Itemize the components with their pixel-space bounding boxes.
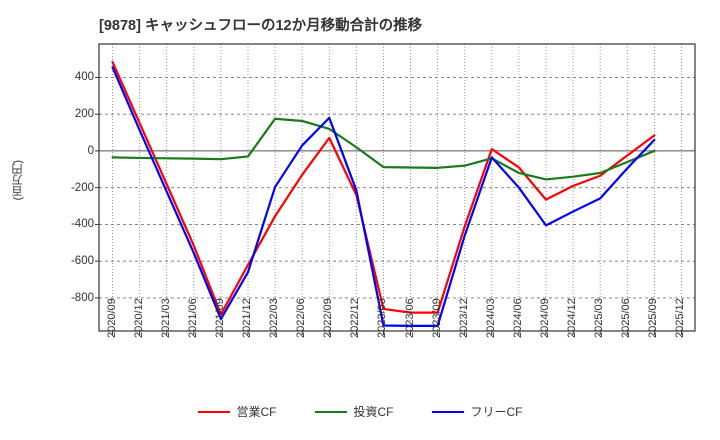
y-axis-tick-labels: 400 200 0 -200 -400 -600 -800 [44, 0, 94, 440]
legend-label-operating-cf: 営業CF [236, 405, 277, 419]
y-axis-tick-label: -400 [70, 218, 94, 231]
x-axis-tick-label: 2022/12 [349, 298, 362, 338]
x-axis-tick-label: 2023/06 [403, 298, 416, 338]
legend-label-investing-cf: 投資CF [353, 405, 394, 419]
legend-item-operating-cf[interactable]: 営業CF [197, 403, 277, 420]
x-axis-tick-label: 2025/06 [620, 298, 633, 338]
x-axis-tick-label: 2024/06 [511, 298, 524, 338]
x-axis-tick-label: 2024/09 [539, 298, 551, 338]
x-axis-tick-label: 2022/06 [295, 298, 308, 338]
chart-title: [9878] キャッシュフローの12か月移動合計の推移 [99, 18, 423, 34]
legend-swatch-investing-cf [314, 410, 347, 413]
x-axis-tick-label: 2022/09 [322, 298, 335, 338]
y-axis-tick-label: 400 [74, 71, 94, 84]
x-axis-tick-label: 2023/12 [457, 298, 470, 338]
x-axis-tick-label: 2021/09 [213, 298, 226, 338]
x-axis-tick-label: 2021/06 [186, 298, 199, 338]
y-axis-tick-label: -800 [70, 291, 94, 304]
x-axis-tick-label: 2020/12 [132, 298, 145, 338]
legend-item-investing-cf[interactable]: 投資CF [314, 403, 394, 420]
y-axis-tick-label: -600 [70, 255, 94, 268]
legend-label-free-cf: フリーCF [470, 405, 523, 419]
x-axis-tick-label: 2025/12 [674, 298, 687, 338]
x-axis-tick-label: 2020/09 [105, 298, 118, 338]
legend-swatch-free-cf [431, 410, 464, 413]
y-axis-tick-label: 200 [74, 108, 94, 121]
series-line-free-cf [111, 66, 656, 327]
plot-background [99, 44, 695, 331]
x-axis-tick-label: 2025/09 [647, 298, 660, 338]
x-axis-tick-label: 2025/03 [593, 298, 606, 338]
x-axis-tick-label: 2021/12 [241, 298, 253, 338]
x-axis-tick-label: 2024/03 [484, 298, 497, 338]
x-axis-tick-label: 2023/09 [430, 298, 443, 338]
series-line-investing-cf [111, 117, 656, 181]
x-axis-tick-label: 2024/12 [566, 298, 579, 338]
y-axis-tick-label: 0 [87, 144, 94, 157]
series-line-operating-cf [111, 60, 656, 316]
y-axis-tick-label: -200 [70, 181, 94, 194]
chart-legend: 営業CF 投資CF フリーCF [0, 403, 720, 420]
x-axis-tick-label: 2021/03 [159, 298, 172, 338]
legend-item-free-cf[interactable]: フリーCF [431, 403, 523, 420]
legend-swatch-operating-cf [197, 410, 230, 413]
x-axis-tick-label: 2023/03 [376, 298, 389, 338]
x-axis-tick-label: 2022/03 [268, 298, 281, 338]
